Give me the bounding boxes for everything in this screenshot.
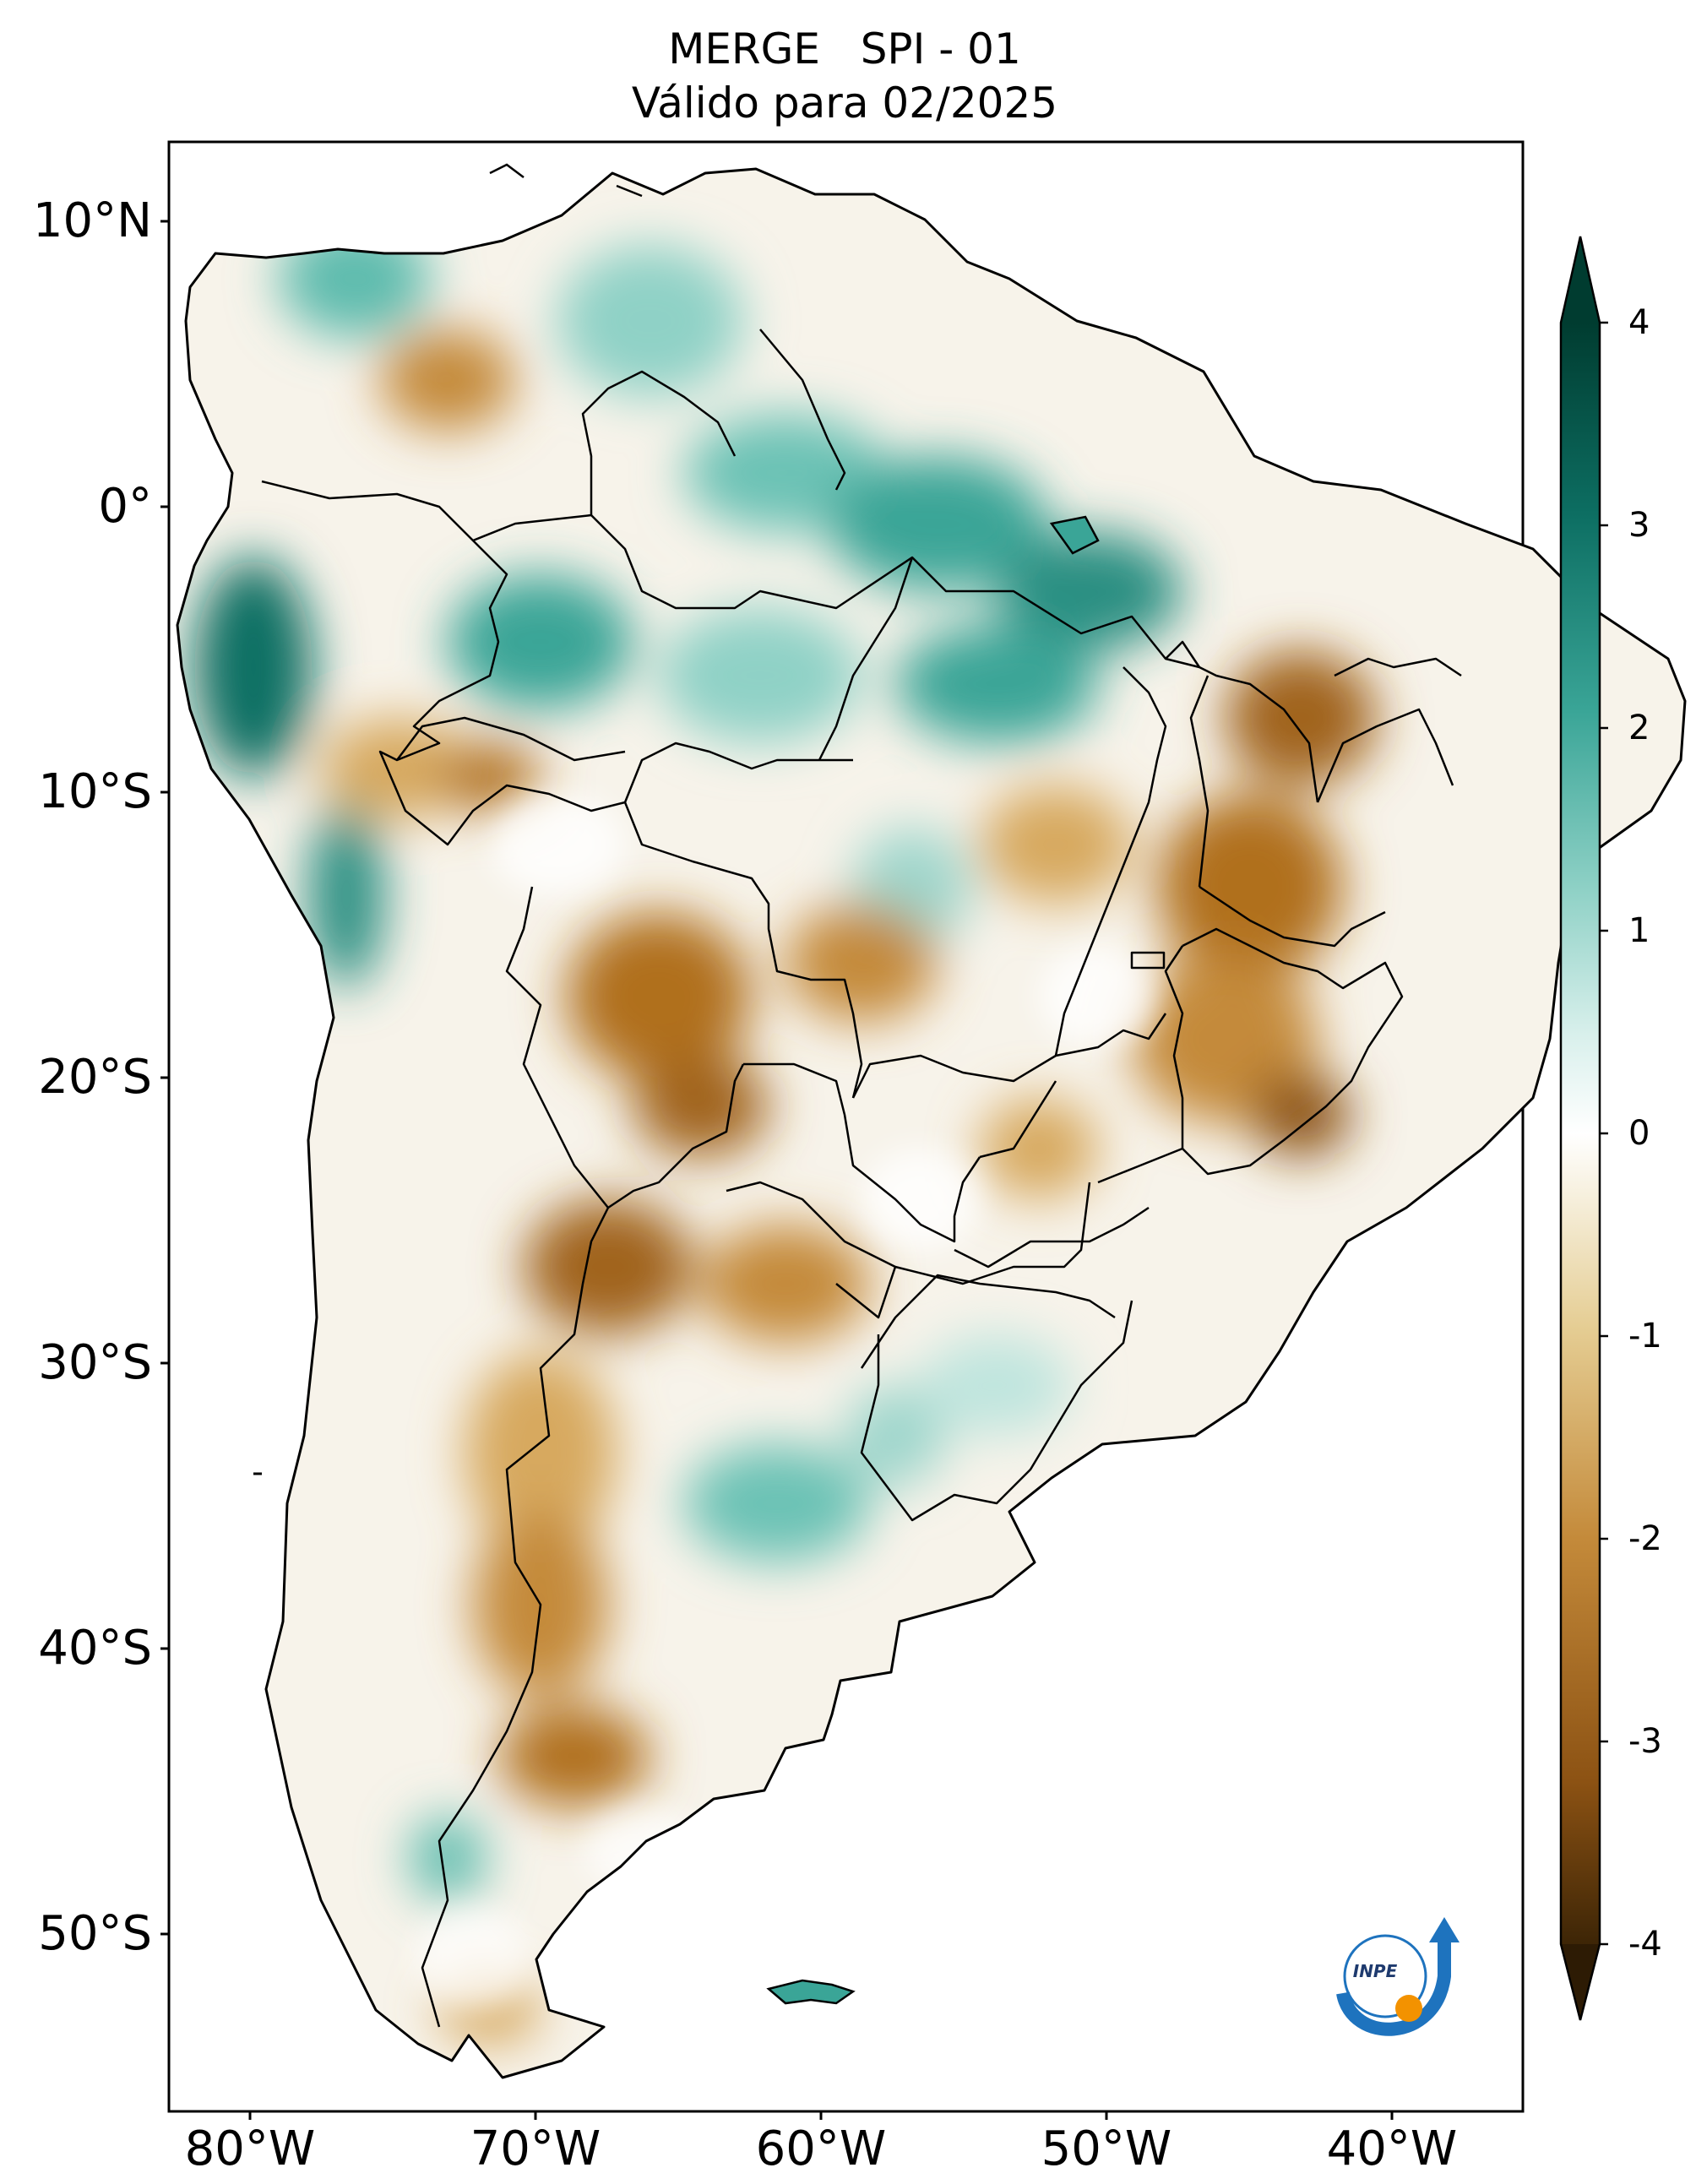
colorbar-tick-minus3: -3: [1628, 1722, 1662, 1761]
lat-label-10s: 10°S: [38, 764, 152, 819]
colorbar-tick-minus4: -4: [1628, 1925, 1662, 1964]
lat-label-10n: 10°N: [32, 193, 152, 248]
lon-label-70w: 70°W: [470, 2122, 601, 2176]
colorbar-tick-minus2: -2: [1628, 1519, 1662, 1558]
lon-label-50w: 50°W: [1041, 2122, 1172, 2176]
inpe-logo: [1336, 1917, 1460, 2036]
lat-label-50s: 50°S: [38, 1906, 152, 1961]
lat-label-40s: 40°S: [38, 1621, 152, 1676]
colorbar: [1559, 236, 1608, 2021]
map-subtitle: Válido para 02/2025: [631, 79, 1058, 128]
axis-ticks: [160, 220, 1394, 2120]
colorbar-tick-1: 1: [1628, 911, 1650, 950]
colorbar-tick-minus1: -1: [1628, 1317, 1662, 1355]
lon-label-60w: 60°W: [755, 2122, 887, 2176]
colorbar-tick-2: 2: [1628, 709, 1650, 747]
coastline: [176, 167, 1687, 2079]
borders: [261, 329, 1462, 2028]
map-title: MERGE SPI - 01: [668, 24, 1021, 73]
colorbar-tick-4: 4: [1628, 303, 1650, 342]
lat-label-20s: 20°S: [38, 1050, 152, 1105]
inpe-logo-text: INPE: [1352, 1961, 1398, 1981]
lat-label-0: 0°: [98, 479, 152, 534]
lat-label-30s: 30°S: [38, 1335, 152, 1390]
colorbar-tick-0: 0: [1628, 1114, 1650, 1153]
lon-label-40w: 40°W: [1326, 2122, 1458, 2176]
lon-label-80w: 80°W: [184, 2122, 316, 2176]
colorbar-tick-3: 3: [1628, 506, 1650, 545]
falklands-islands: [766, 1979, 856, 2005]
